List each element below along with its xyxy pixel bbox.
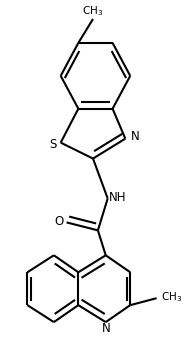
Text: CH$_3$: CH$_3$ [82, 4, 104, 18]
Text: CH$_3$: CH$_3$ [161, 291, 183, 304]
Text: NH: NH [109, 191, 127, 204]
Text: O: O [54, 215, 64, 228]
Text: N: N [131, 130, 140, 143]
Text: S: S [49, 138, 56, 151]
Text: N: N [102, 322, 111, 335]
